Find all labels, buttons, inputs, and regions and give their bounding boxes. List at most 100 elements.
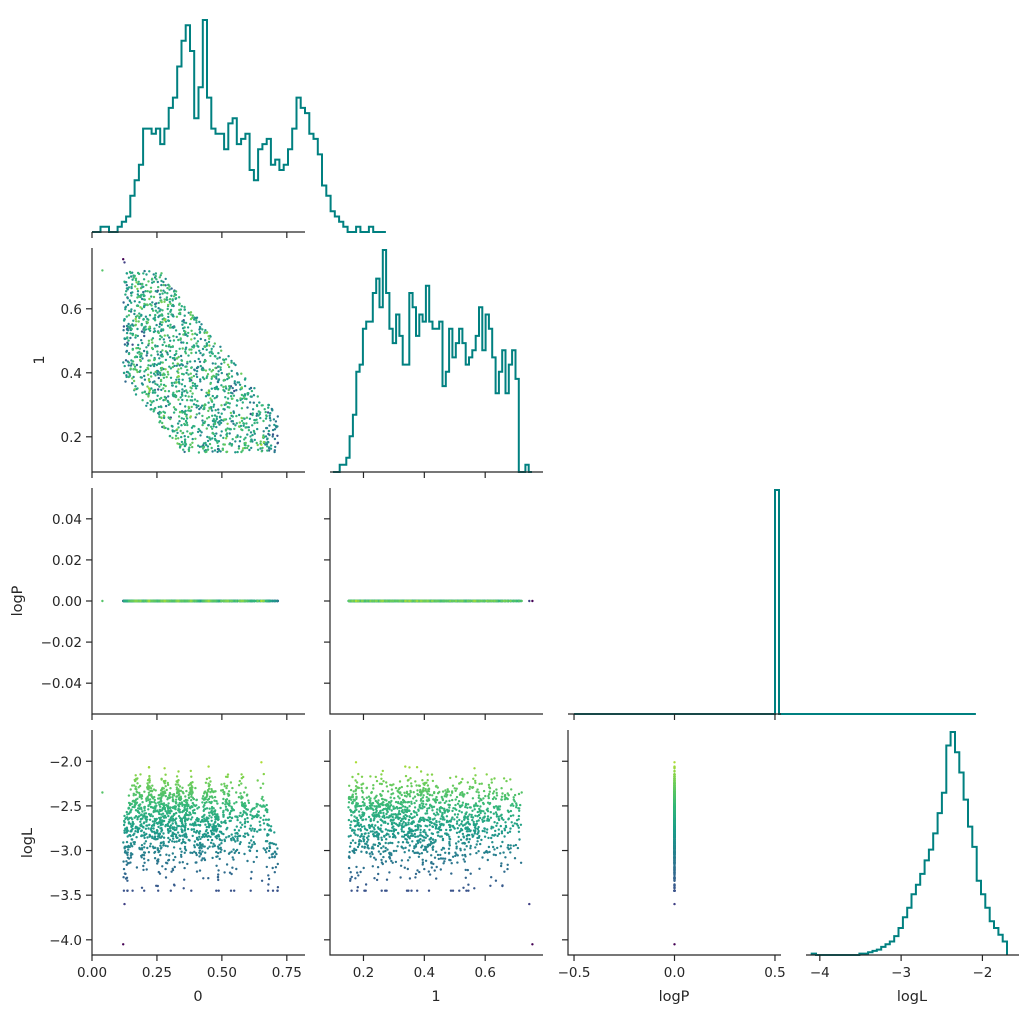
scatter-point <box>138 846 141 850</box>
scatter-point <box>149 403 152 407</box>
hist-logL-panel <box>806 731 1019 956</box>
scatter-point <box>276 889 279 892</box>
scatter-point <box>139 287 143 290</box>
scatter-point <box>180 305 183 308</box>
scatter-point <box>183 308 186 311</box>
scatter-point <box>134 393 138 396</box>
scatter-point <box>157 870 160 874</box>
scatter-point <box>269 828 272 831</box>
scatter-point <box>202 447 205 450</box>
scatter-point <box>161 349 164 352</box>
scatter-point <box>176 431 179 435</box>
scatter-point <box>143 334 146 338</box>
scatter-point <box>163 300 166 303</box>
scatter-point <box>153 822 156 825</box>
scatter-point <box>226 826 229 830</box>
scatter-point <box>212 842 215 845</box>
scatter-point <box>155 398 158 402</box>
scatter-point <box>271 433 275 436</box>
scatter-point <box>171 429 174 432</box>
scatter-point <box>174 293 178 297</box>
scatter-point <box>240 419 244 423</box>
scatter-point <box>140 307 144 310</box>
scatter-point <box>235 831 239 835</box>
scatter-point <box>189 851 192 854</box>
scatter-point <box>220 820 223 824</box>
scatter-point <box>215 889 218 892</box>
scatter-point <box>183 314 186 317</box>
scatter-point <box>251 408 255 411</box>
scatter-point <box>142 831 146 834</box>
scatter-point <box>240 416 243 420</box>
scatter-point <box>122 943 125 946</box>
scatter-point <box>205 348 208 351</box>
scatter-point <box>147 342 151 345</box>
scatter-point <box>148 823 151 826</box>
scatter-point <box>232 362 236 365</box>
scatter-point <box>273 450 276 454</box>
scatter-point <box>354 599 358 603</box>
scatter-point <box>123 280 126 283</box>
scatter-point <box>164 358 168 362</box>
scatter-point <box>172 837 175 840</box>
scatter-point <box>145 273 148 276</box>
scatter-point <box>251 843 254 846</box>
scatter-point <box>203 331 206 335</box>
scatter-point <box>230 369 233 373</box>
scatter-point <box>196 430 200 434</box>
scatter-point <box>430 599 434 603</box>
scatter-point <box>169 355 172 359</box>
scatter-point <box>226 363 230 366</box>
scatter-point <box>232 394 236 397</box>
scatter-point <box>174 329 178 332</box>
scatter-point <box>151 835 154 838</box>
scatter-point <box>227 372 231 375</box>
scatter-point <box>134 336 137 339</box>
scatter-point <box>273 423 276 427</box>
scatter-point <box>243 384 247 388</box>
scatter-point <box>230 359 233 363</box>
scatter-point <box>220 430 223 433</box>
scatter-point <box>147 599 151 603</box>
scatter-point <box>218 843 221 846</box>
scatter-point <box>126 371 130 374</box>
scatter-point <box>246 859 249 863</box>
scatter-point <box>235 404 238 407</box>
scatter-point <box>203 420 207 423</box>
scatter-point <box>177 338 180 342</box>
scatter-point <box>139 599 142 603</box>
scatter-point <box>265 847 269 850</box>
scatter-point <box>169 824 173 827</box>
scatter-point <box>213 434 217 438</box>
scatter-point <box>225 435 229 438</box>
scatter-point <box>181 838 185 841</box>
scatter-point <box>143 846 146 849</box>
scatter-point <box>199 434 202 437</box>
scatter-point <box>148 325 151 329</box>
scatter-point <box>196 366 200 369</box>
scatter-point <box>131 820 134 824</box>
scatter-point <box>184 832 187 835</box>
scatter-point <box>201 414 204 418</box>
scatter-point <box>133 309 136 312</box>
scatter-point <box>137 272 141 276</box>
scatter-point <box>244 436 247 439</box>
scatter-point <box>142 864 145 868</box>
scatter-point <box>138 358 142 362</box>
scatter-point <box>170 304 174 307</box>
scatter-point <box>187 311 190 314</box>
scatter-point <box>250 870 253 874</box>
scatter-point <box>159 321 162 324</box>
scatter-point <box>125 315 128 318</box>
scatter-point <box>171 852 174 855</box>
scatter-point <box>123 261 126 264</box>
scatter-point <box>208 845 211 848</box>
scatter-point <box>149 290 153 293</box>
scatter-point <box>191 431 194 435</box>
scatter-point <box>164 384 167 388</box>
scatter-point <box>227 355 230 358</box>
scatter-point <box>369 599 372 603</box>
scatter-point <box>132 379 136 383</box>
scatter-point <box>208 436 211 439</box>
scatter-point <box>132 363 135 366</box>
